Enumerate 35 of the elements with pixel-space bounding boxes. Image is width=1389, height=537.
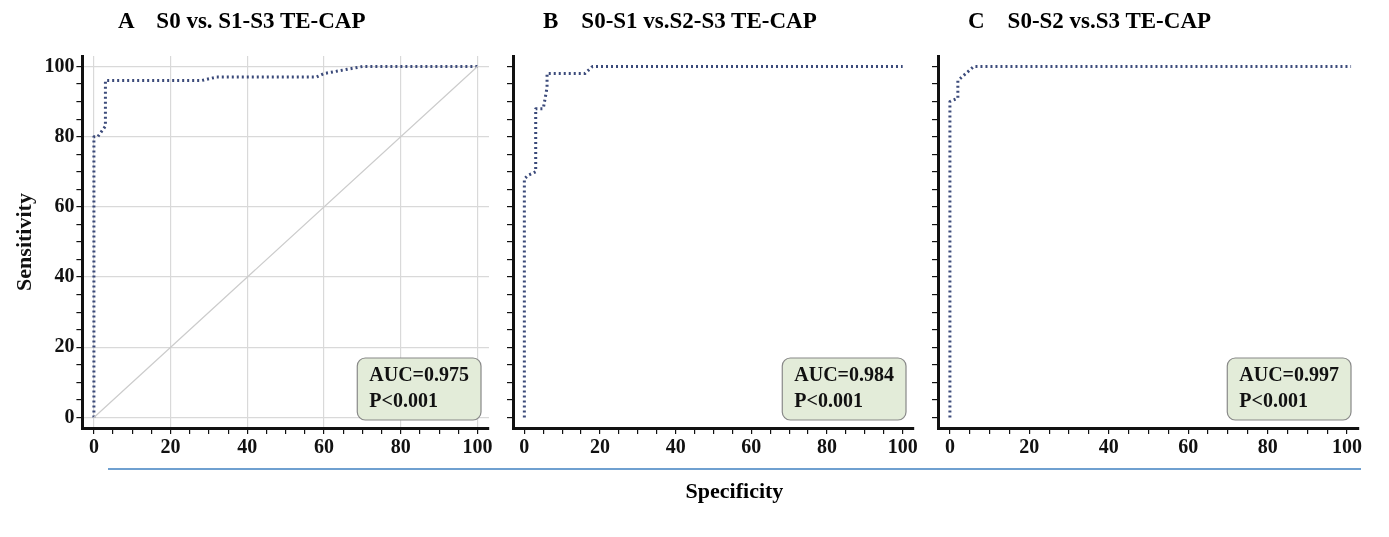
y-tick-label: 40 — [54, 264, 75, 287]
x-tick-label: 60 — [741, 435, 762, 458]
x-tick-label: 100 — [887, 435, 918, 458]
annotation: AUC=0.984 — [794, 363, 895, 386]
x-tick-label: 0 — [88, 435, 99, 458]
x-tick-label: 80 — [816, 435, 837, 458]
chart-title: B S0-S1 vs.S2-S3 TE-CAP — [542, 8, 818, 35]
x-tick-label: 60 — [1178, 435, 1199, 458]
annotation: P<0.001 — [794, 389, 863, 412]
x-tick-label: 0 — [944, 435, 955, 458]
x-tick-label: 20 — [160, 435, 181, 458]
x-tick-label: 80 — [1257, 435, 1278, 458]
x-tick-label: 60 — [314, 435, 335, 458]
x-axis-title: Specificity — [684, 478, 785, 504]
x-tick-label: 20 — [1019, 435, 1040, 458]
x-tick-label: 100 — [462, 435, 493, 458]
x-tick-label: 40 — [1098, 435, 1119, 458]
annotation: AUC=0.997 — [1239, 363, 1340, 386]
x-tick-label: 100 — [1332, 435, 1363, 458]
x-tick-label: 0 — [519, 435, 530, 458]
y-tick-label: 80 — [54, 123, 75, 146]
chart-title: A S0 vs. S1-S3 TE-CAP — [117, 8, 367, 35]
annotation: AUC=0.975 — [369, 363, 470, 386]
chart-title: C S0-S2 vs.S3 TE-CAP — [967, 8, 1213, 35]
y-tick-label: 100 — [44, 53, 75, 76]
annotation: P<0.001 — [369, 389, 438, 412]
annotation: P<0.001 — [1239, 389, 1308, 412]
y-tick-label: 0 — [64, 404, 75, 427]
y-tick-label: 20 — [54, 334, 75, 357]
y-tick-label: 60 — [54, 194, 75, 217]
x-tick-label: 40 — [237, 435, 258, 458]
x-tick-label: 20 — [590, 435, 611, 458]
y-axis-title: Sensitivity — [10, 193, 36, 291]
x-tick-label: 40 — [665, 435, 686, 458]
x-tick-label: 80 — [390, 435, 411, 458]
